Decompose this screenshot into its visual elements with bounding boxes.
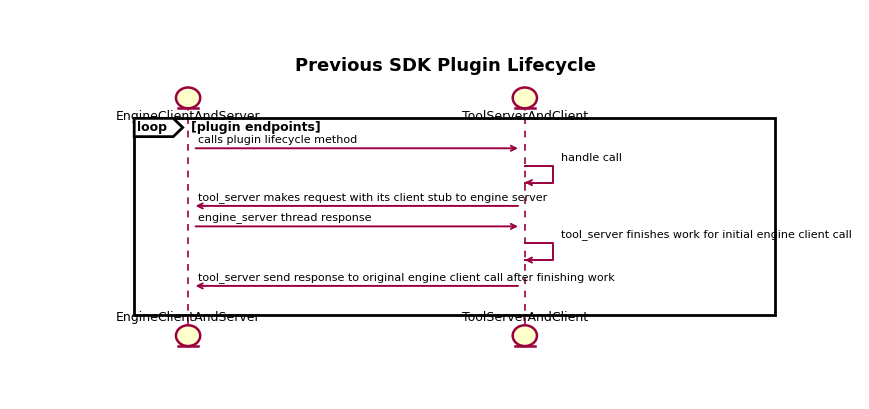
- Text: engine_server thread response: engine_server thread response: [198, 212, 372, 223]
- Text: tool_server makes request with its client stub to engine server: tool_server makes request with its clien…: [198, 192, 547, 203]
- Text: tool_server finishes work for initial engine client call: tool_server finishes work for initial en…: [561, 229, 852, 240]
- Text: Previous SDK Plugin Lifecycle: Previous SDK Plugin Lifecycle: [295, 57, 596, 75]
- Text: tool_server send response to original engine client call after finishing work: tool_server send response to original en…: [198, 272, 615, 283]
- Polygon shape: [134, 118, 182, 137]
- Text: ToolServerAndClient: ToolServerAndClient: [461, 311, 588, 324]
- Ellipse shape: [176, 325, 200, 346]
- Ellipse shape: [176, 88, 200, 108]
- Text: calls plugin lifecycle method: calls plugin lifecycle method: [198, 135, 357, 145]
- Ellipse shape: [513, 325, 537, 346]
- Text: loop: loop: [136, 121, 167, 134]
- Ellipse shape: [513, 88, 537, 108]
- Text: ToolServerAndClient: ToolServerAndClient: [461, 110, 588, 123]
- Text: EngineClientAndServer: EngineClientAndServer: [116, 311, 261, 324]
- Text: EngineClientAndServer: EngineClientAndServer: [116, 110, 261, 123]
- Text: handle call: handle call: [561, 153, 622, 163]
- Text: [plugin endpoints]: [plugin endpoints]: [191, 121, 321, 134]
- Bar: [134, 118, 775, 315]
